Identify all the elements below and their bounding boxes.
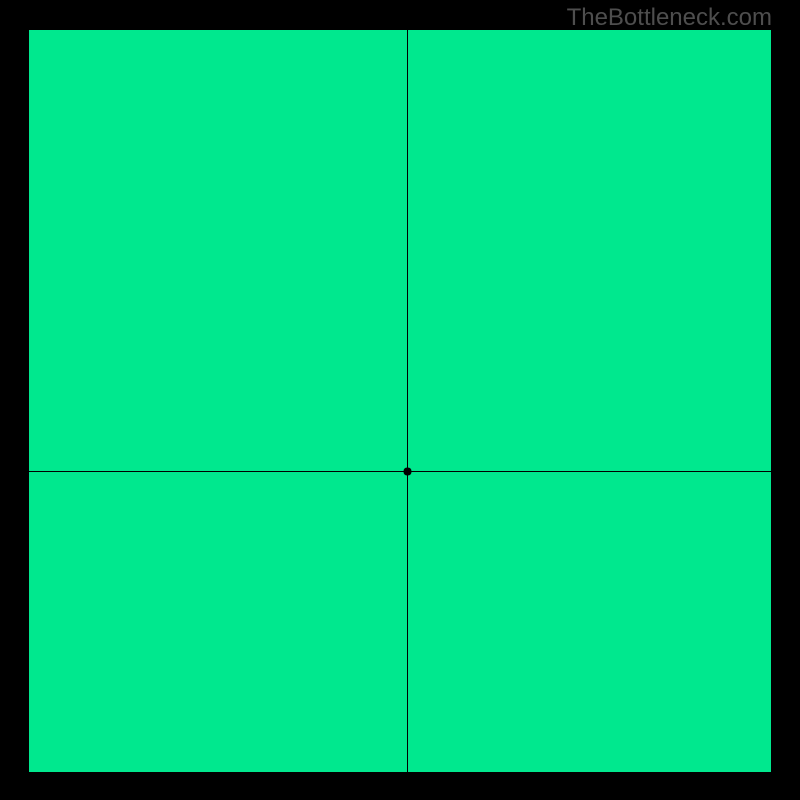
heatmap-canvas — [29, 30, 771, 772]
watermark-text: TheBottleneck.com — [567, 4, 772, 32]
heatmap-plot-area — [29, 30, 771, 772]
